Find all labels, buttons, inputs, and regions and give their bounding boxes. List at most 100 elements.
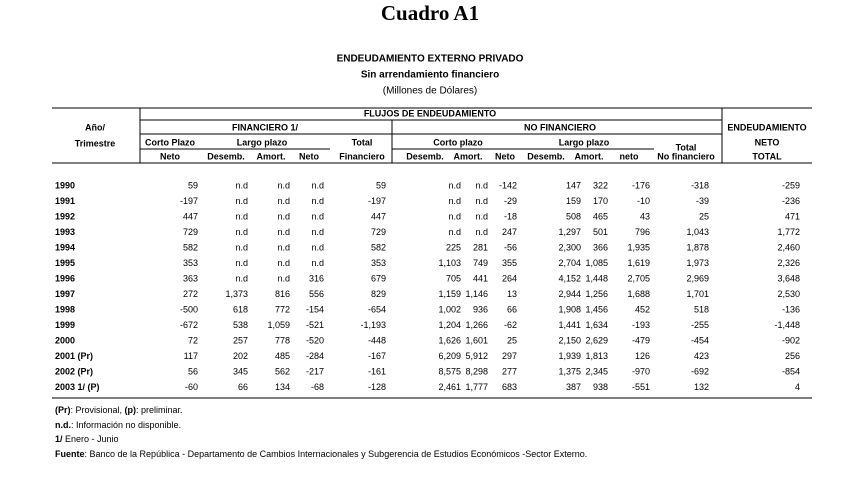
cell: -902 <box>782 335 800 345</box>
cell: 4,152 <box>558 273 581 283</box>
note-part: (Pr) <box>55 405 71 415</box>
cell: 1,266 <box>465 320 488 330</box>
cell: 2,944 <box>558 289 581 299</box>
header-cell: TOTAL <box>752 151 782 161</box>
cell: 729 <box>371 227 386 237</box>
cell: 56 <box>188 366 198 376</box>
cell: 1,935 <box>627 242 650 252</box>
header-cell: Amort. <box>575 151 604 161</box>
cell: n.d <box>475 227 488 237</box>
cell: 1,204 <box>438 320 461 330</box>
row-label: 1994 <box>55 242 75 252</box>
row-label: 2003 1/ (P) <box>55 382 100 392</box>
cell: 25 <box>699 211 709 221</box>
cell: -18 <box>504 211 517 221</box>
cell: 772 <box>275 304 290 314</box>
cell: 936 <box>473 304 488 314</box>
cell: 13 <box>507 289 517 299</box>
cell: 1,601 <box>465 335 488 345</box>
cell: 816 <box>275 289 290 299</box>
cell: 272 <box>183 289 198 299</box>
cell: -176 <box>632 180 650 190</box>
cell: -500 <box>180 304 198 314</box>
subtitle: Sin arrendamiento financiero <box>361 70 499 81</box>
cell: 1,103 <box>438 258 461 268</box>
cell: 66 <box>238 382 248 392</box>
header-cell: Largo plazo <box>237 137 288 147</box>
note-part: : preliminar. <box>136 405 183 415</box>
cell: n.d <box>277 196 290 206</box>
cell: n.d <box>235 242 248 252</box>
cell: 508 <box>566 211 581 221</box>
note: Fuente: Banco de la República - Departam… <box>55 449 587 459</box>
cell: n.d <box>277 211 290 221</box>
header-cell: Total <box>676 142 697 152</box>
cell: 2,460 <box>777 242 800 252</box>
subtitle: ENDEUDAMIENTO EXTERNO PRIVADO <box>337 54 524 65</box>
row-label: 2001 (Pr) <box>55 351 93 361</box>
row-label: 1998 <box>55 304 75 314</box>
cell: 345 <box>233 366 248 376</box>
title: Cuadro A1 <box>381 1 479 25</box>
cell: 6,209 <box>438 351 461 361</box>
cell: -520 <box>306 335 324 345</box>
cell: n.d <box>235 180 248 190</box>
cell: 1,701 <box>686 289 709 299</box>
cell: 353 <box>371 258 386 268</box>
cell: 4 <box>795 382 800 392</box>
header-cell: Amort. <box>454 151 483 161</box>
cell: 1,448 <box>585 273 608 283</box>
cell: -197 <box>180 196 198 206</box>
cell: 582 <box>371 242 386 252</box>
cell: -60 <box>185 382 198 392</box>
cell: 518 <box>694 304 709 314</box>
cell: n.d <box>311 180 324 190</box>
cell: 2,300 <box>558 242 581 252</box>
cell: 471 <box>785 211 800 221</box>
cell: n.d <box>235 211 248 221</box>
cell: -197 <box>368 196 386 206</box>
cell: 2,629 <box>585 335 608 345</box>
note-part: Fuente <box>55 449 85 459</box>
cell: 5,912 <box>465 351 488 361</box>
header-cell: Corto Plazo <box>145 137 196 147</box>
cell: -672 <box>180 320 198 330</box>
note-part: : Información no disponible. <box>71 420 181 430</box>
cell: n.d <box>277 180 290 190</box>
cell: 1,441 <box>558 320 581 330</box>
cell: 134 <box>275 382 290 392</box>
note-part: : Banco de la República - Departamento d… <box>85 449 588 459</box>
cell: 126 <box>635 351 650 361</box>
cell: 423 <box>694 351 709 361</box>
cell: 796 <box>635 227 650 237</box>
note-part: (p) <box>125 405 137 415</box>
header-cell: Año/ <box>85 122 105 132</box>
cell: 1,085 <box>585 258 608 268</box>
cell: 1,772 <box>777 227 800 237</box>
cell: 117 <box>184 351 198 361</box>
cell: 749 <box>473 258 488 268</box>
cell: 66 <box>507 304 517 314</box>
cell: -448 <box>368 335 386 345</box>
cell: n.d <box>475 211 488 221</box>
cell: n.d <box>448 211 461 221</box>
cell: 679 <box>371 273 386 283</box>
note-part: : Provisional, <box>71 405 125 415</box>
cell: 2,345 <box>585 366 608 376</box>
cell: 2,461 <box>438 382 461 392</box>
cell: -10 <box>637 196 650 206</box>
cell: -167 <box>368 351 386 361</box>
cell: 170 <box>593 196 608 206</box>
cell: 938 <box>593 382 608 392</box>
cell: 2,530 <box>777 289 800 299</box>
header-cell: No financiero <box>657 151 715 161</box>
cell: 1,626 <box>438 335 461 345</box>
row-label: 1992 <box>55 211 75 221</box>
cell: 2,704 <box>558 258 581 268</box>
cell: 202 <box>233 351 248 361</box>
cell: 729 <box>183 227 198 237</box>
cell: n.d <box>475 180 488 190</box>
cell: 256 <box>785 351 800 361</box>
header-cell: Amort. <box>257 151 286 161</box>
